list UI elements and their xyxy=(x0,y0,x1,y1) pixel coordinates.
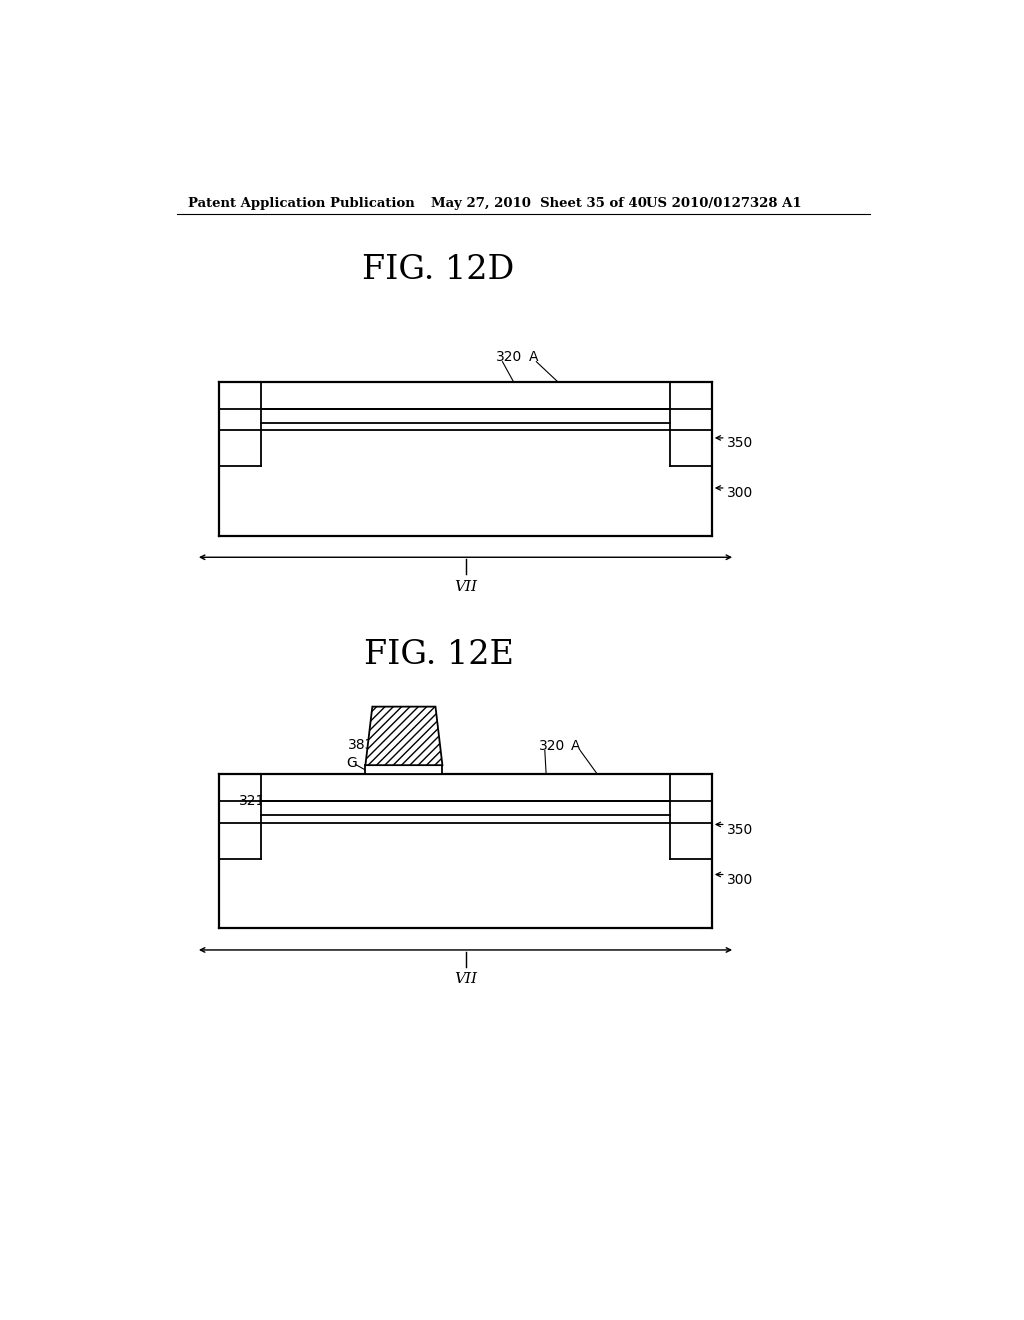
Text: 350: 350 xyxy=(727,822,754,837)
Text: 321: 321 xyxy=(478,795,504,808)
Text: 300: 300 xyxy=(727,486,754,500)
Polygon shape xyxy=(219,430,712,536)
Text: G: G xyxy=(346,756,357,770)
Polygon shape xyxy=(261,381,670,409)
Polygon shape xyxy=(366,766,442,775)
Text: VII: VII xyxy=(454,973,477,986)
Text: A: A xyxy=(528,350,539,364)
Text: VII: VII xyxy=(454,579,477,594)
Polygon shape xyxy=(219,775,261,859)
Text: 320: 320 xyxy=(497,350,522,364)
Text: 381: 381 xyxy=(345,772,371,787)
Polygon shape xyxy=(219,775,712,928)
Polygon shape xyxy=(219,822,712,928)
Polygon shape xyxy=(670,381,712,466)
Text: 300: 300 xyxy=(727,873,754,887)
Polygon shape xyxy=(366,706,442,766)
Text: Patent Application Publication: Patent Application Publication xyxy=(188,197,415,210)
Polygon shape xyxy=(219,381,261,466)
Text: A: A xyxy=(571,739,581,752)
Polygon shape xyxy=(670,775,712,859)
Polygon shape xyxy=(261,775,670,801)
Text: May 27, 2010  Sheet 35 of 40: May 27, 2010 Sheet 35 of 40 xyxy=(431,197,647,210)
Polygon shape xyxy=(261,409,670,422)
Text: 320: 320 xyxy=(539,739,565,752)
Polygon shape xyxy=(219,422,712,430)
Text: 321: 321 xyxy=(239,795,265,808)
Text: FIG. 12D: FIG. 12D xyxy=(362,253,515,286)
Text: US 2010/0127328 A1: US 2010/0127328 A1 xyxy=(646,197,802,210)
Text: 383: 383 xyxy=(348,738,374,752)
Polygon shape xyxy=(219,381,712,536)
Text: 350: 350 xyxy=(727,437,754,450)
Text: FIG. 12E: FIG. 12E xyxy=(364,639,513,671)
Polygon shape xyxy=(261,801,670,816)
Polygon shape xyxy=(219,816,712,822)
